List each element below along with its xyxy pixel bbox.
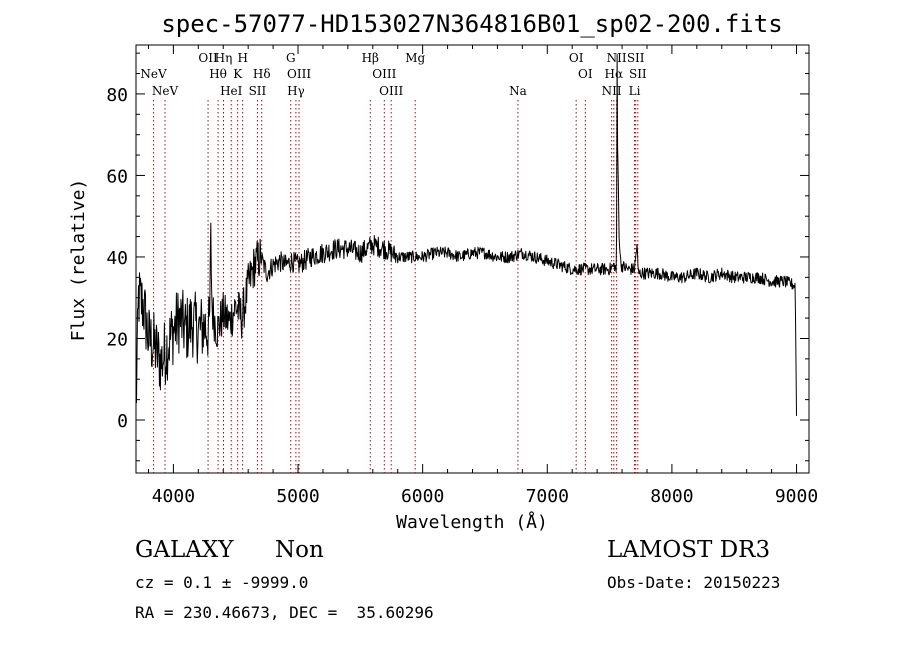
x-axis-label: Wavelength (Å) [396, 511, 548, 533]
line-marker-label: H [237, 51, 247, 65]
x-tick-label: 5000 [276, 486, 319, 507]
line-marker-label: OIII [287, 67, 311, 81]
line-marker-label: Mg [405, 51, 425, 65]
y-tick-label: 20 [106, 329, 128, 350]
survey-name: LAMOST DR3 [607, 537, 771, 563]
plot-frame [135, 44, 810, 474]
y-tick-label: 60 [106, 166, 128, 187]
line-marker-label: Na [509, 84, 527, 98]
x-axis-ticks: 4000 5000 6000 7000 8000 9000 [147, 45, 818, 507]
line-marker-label: Hδ [253, 67, 271, 81]
line-marker-label: Li [629, 84, 641, 98]
y-tick-label: 0 [117, 411, 128, 432]
object-subclass: Non [275, 537, 324, 563]
object-class: GALAXY [135, 537, 234, 563]
observation-date: Obs-Date: 20150223 [607, 573, 781, 592]
y-tick-label: 80 [106, 85, 128, 106]
redshift-value: cz = 0.1 ± -9999.0 [135, 573, 309, 592]
x-tick-label: 4000 [152, 486, 195, 507]
line-marker-label: OI [578, 67, 593, 81]
y-axis-ticks: 0 20 40 60 80 [106, 52, 809, 462]
coordinates: RA = 230.46673, DEC = 35.60296 [135, 603, 434, 622]
line-marker-label: Hθ [209, 67, 227, 81]
line-marker-label: HeI [220, 84, 243, 98]
line-marker-label: Hβ [362, 51, 379, 65]
line-marker-label: OIII [372, 67, 396, 81]
line-marker-label: Hα [604, 67, 623, 81]
line-marker-label: SII [249, 84, 267, 98]
line-marker-label: OIII [379, 84, 403, 98]
y-axis-label: Flux (relative) [68, 179, 89, 342]
spectrum-series-line [135, 54, 797, 416]
line-marker-label: G [286, 51, 296, 65]
line-marker-label: SII [629, 67, 647, 81]
x-tick-label: 8000 [650, 486, 693, 507]
chart-title: spec-57077-HD153027N364816B01_sp02-200.f… [161, 10, 782, 38]
line-marker-label: OII [198, 51, 218, 65]
line-marker-label: NeV [152, 84, 179, 98]
line-marker-label: Hη [215, 51, 233, 65]
x-tick-label: 9000 [775, 486, 818, 507]
line-marker-label: NeV [140, 67, 167, 81]
y-tick-label: 40 [106, 248, 128, 269]
line-marker-label: K [233, 67, 243, 81]
line-marker-label: Hγ [287, 84, 305, 98]
line-marker-label: NII [602, 84, 622, 98]
x-tick-label: 7000 [526, 486, 569, 507]
x-tick-label: 6000 [401, 486, 444, 507]
line-marker-label: SII [627, 51, 645, 65]
line-marker-label: OI [569, 51, 584, 65]
